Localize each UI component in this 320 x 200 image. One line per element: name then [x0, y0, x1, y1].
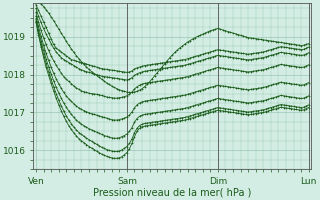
- X-axis label: Pression niveau de la mer( hPa ): Pression niveau de la mer( hPa ): [93, 187, 252, 197]
